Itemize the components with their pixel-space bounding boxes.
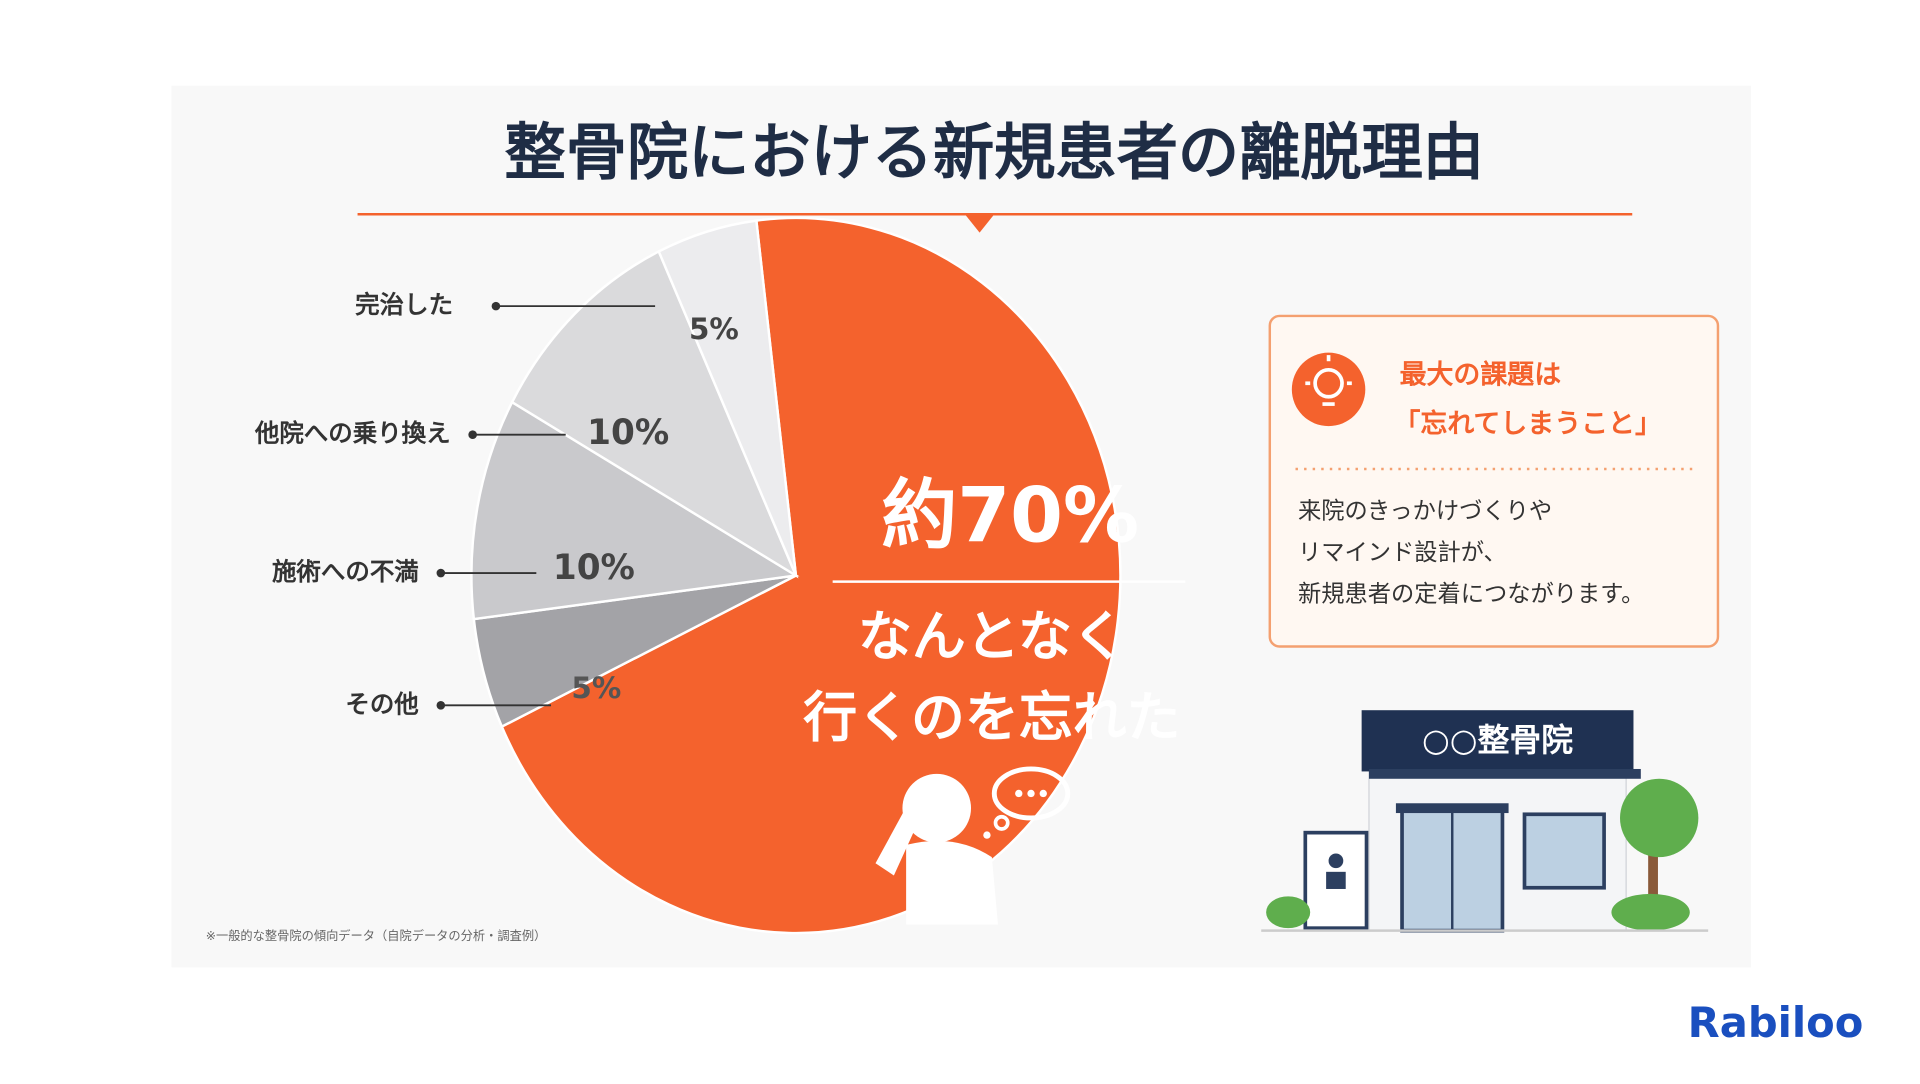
chart-title: 整骨院における新規患者の離脱理由 [505,117,1485,188]
pie-slice [510,249,799,579]
callout-body: リマインド設計が、 [1298,539,1507,566]
callout-body: 来院のきっかけづくりや [1298,497,1552,524]
category-label: 完治した [355,290,453,319]
pie-slice [470,400,800,621]
brand: Rabiloo [1688,998,1864,1047]
value-label: 5% [689,312,739,346]
pie-slice [657,219,798,576]
main-category-box: なんとなく 行くのを忘れた [803,606,1181,750]
value-label: 5% [571,671,621,705]
pie-slice [500,216,1122,935]
category-label: 施術への不満 [272,557,419,586]
person-icon [875,766,1071,925]
category-label: その他 [345,689,419,718]
callout-box [1268,314,1720,648]
footnote: ※一般的な整骨院の傾向データ（自院データの分析・調査例） [206,928,547,943]
title-pointer [964,214,995,233]
callout-heading: 「忘れてしまうこと」 [1393,407,1661,439]
clinic-sign: ○○整骨院 [1422,721,1573,759]
bulb-glyph [1305,355,1352,406]
value-label: 10% [553,548,635,588]
value-label: 10% [587,413,669,453]
clinic-illustration [1261,710,1709,933]
callout-heading: 最大の課題は [1400,358,1562,390]
category-label: なんとなく 行くのを忘れた [803,606,1181,750]
callout-body: 新規患者の定着につながります。 [1298,581,1644,608]
value-label: 約70% [881,471,1139,559]
category-label: 他院への乗り換え [254,419,451,448]
pie [470,216,1122,935]
bulb-icon [1291,352,1366,427]
